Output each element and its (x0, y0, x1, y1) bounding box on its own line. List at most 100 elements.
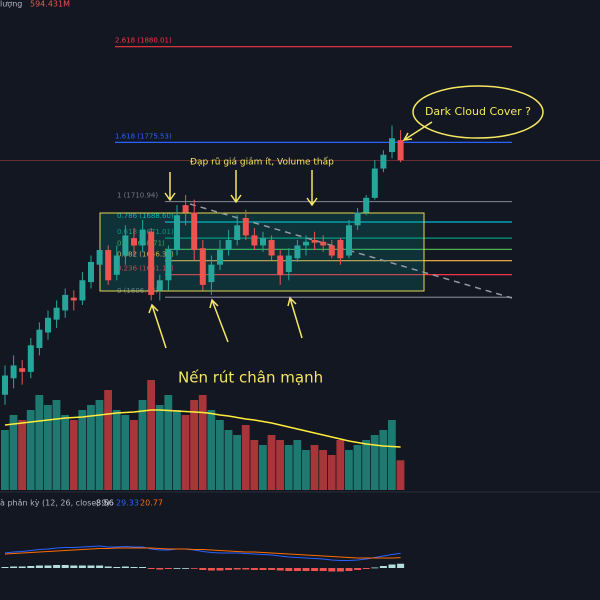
macd-histogram (362, 568, 370, 569)
arrow (209, 298, 229, 343)
arrow (164, 172, 176, 202)
arrow (287, 296, 303, 339)
candle-body (105, 250, 112, 281)
macd-hist-value: 8.56 (96, 499, 114, 508)
candle-body (36, 329, 43, 349)
volume-bar (138, 400, 147, 490)
volume-bar (1, 430, 9, 490)
volume-bar (370, 435, 379, 490)
fib-label: 0.382 (1646.38) (117, 251, 174, 259)
volume-bar (198, 395, 207, 490)
volume-bar (9, 415, 18, 490)
candle-body (303, 241, 309, 246)
volume-bar (250, 440, 259, 490)
volume-bar (121, 415, 130, 490)
volume-bar (173, 410, 181, 490)
macd-histogram (259, 568, 267, 570)
fib-label: 0.236 (1631.13) (117, 265, 174, 273)
volume-bar (95, 400, 104, 490)
macd-histogram (104, 566, 112, 568)
volume-bar (69, 420, 78, 490)
candle-body (27, 345, 34, 372)
candle-body (139, 229, 146, 246)
signal-value: 20.77 (140, 499, 163, 508)
candle-body (389, 138, 395, 153)
macd-histogram (354, 568, 362, 570)
candle-body (174, 215, 180, 251)
volume-bar (35, 395, 44, 490)
candle-body (2, 375, 8, 395)
candle-group (2, 125, 404, 405)
candle-body (199, 248, 206, 285)
macd-histogram (207, 568, 215, 571)
macd-histogram (233, 568, 241, 570)
volume-bar (44, 405, 52, 490)
macd-histogram (44, 565, 52, 568)
candle-body (208, 264, 215, 283)
volume-bar (61, 415, 69, 490)
macd-line (4, 545, 401, 561)
macd-histogram (268, 568, 276, 570)
macd-histogram (121, 566, 129, 568)
volume-bar (207, 410, 216, 490)
macd-histogram (156, 568, 164, 570)
volume-value: 594.431M (30, 0, 70, 9)
candle-body (88, 261, 94, 283)
volume-bar (319, 450, 327, 490)
macd-histogram (397, 563, 405, 568)
volume-bar (327, 455, 336, 490)
macd-histogram (285, 568, 293, 571)
volume-group (1, 380, 405, 490)
candle-body (311, 239, 318, 243)
fib-label: 1.618 (1775.53) (115, 132, 172, 140)
candle-body (53, 307, 60, 320)
macd-histogram (182, 568, 190, 569)
volume-ma (4, 409, 401, 448)
arrow (230, 170, 242, 204)
volume-bar (267, 435, 276, 490)
candle-body (165, 250, 172, 281)
macd-value: 29.33 (116, 499, 139, 508)
candle-body (242, 217, 249, 236)
signal-line (4, 547, 401, 559)
candle-body (328, 245, 335, 256)
volume-bar (353, 445, 362, 490)
macd-histogram (164, 568, 172, 569)
macd-histogram (78, 565, 86, 568)
volume-bar (155, 405, 164, 490)
macd-histogram (199, 568, 207, 570)
candle-body (182, 205, 189, 213)
macd-histogram (87, 565, 95, 568)
candle-body (62, 294, 69, 311)
volume-bar (336, 440, 345, 490)
volume-bar (345, 450, 353, 490)
macd-group (1, 545, 405, 572)
candle-body (346, 225, 352, 256)
volume-bar (302, 450, 310, 490)
candle-body (45, 317, 51, 333)
annotation: Đạp rũ giá giảm ít, Volume thấp (190, 157, 334, 168)
candle-body (122, 235, 129, 256)
macd-title: à phân kỳ (12, 26, close, 9) (0, 499, 110, 508)
candle-body (285, 255, 292, 273)
macd-histogram (18, 566, 26, 568)
macd-histogram (388, 564, 396, 568)
annotation: Dark Cloud Cover ? (425, 105, 531, 118)
candle-body (397, 140, 404, 161)
macd-histogram (293, 568, 301, 571)
macd-histogram (319, 568, 327, 571)
arrow (306, 170, 318, 207)
fib-label: 1 (1710.94) (117, 192, 158, 200)
candle-body (10, 365, 17, 379)
candle-body (131, 238, 137, 246)
macd-histogram (113, 567, 121, 568)
volume-bar (293, 440, 302, 490)
candle-body (354, 212, 361, 226)
fib-label: 2.618 (1880.01) (115, 37, 172, 45)
macd-histogram (96, 565, 104, 568)
volume-bar (379, 430, 388, 490)
volume-bar (224, 430, 233, 490)
fib-label: 0.786 (1688.60) (117, 212, 174, 220)
